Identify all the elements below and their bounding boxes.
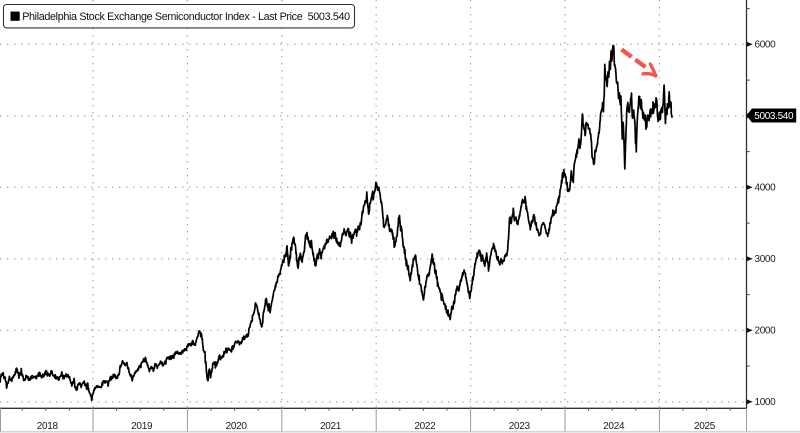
svg-text:2022: 2022 — [414, 421, 436, 432]
svg-text:2024: 2024 — [603, 421, 625, 432]
svg-text:3000: 3000 — [755, 254, 777, 265]
svg-text:2023: 2023 — [509, 421, 531, 432]
svg-text:2000: 2000 — [755, 326, 777, 337]
svg-text:1000: 1000 — [755, 397, 777, 408]
svg-text:2021: 2021 — [320, 421, 342, 432]
svg-text:6000: 6000 — [755, 40, 777, 51]
svg-text:2018: 2018 — [37, 421, 59, 432]
svg-text:2019: 2019 — [131, 421, 153, 432]
svg-text:2020: 2020 — [226, 421, 248, 432]
svg-text:2025: 2025 — [694, 421, 716, 432]
svg-text:5003.540: 5003.540 — [754, 111, 794, 122]
svg-text:Philadelphia Stock Exchange Se: Philadelphia Stock Exchange Semiconducto… — [22, 11, 350, 23]
svg-text:4000: 4000 — [755, 183, 777, 194]
